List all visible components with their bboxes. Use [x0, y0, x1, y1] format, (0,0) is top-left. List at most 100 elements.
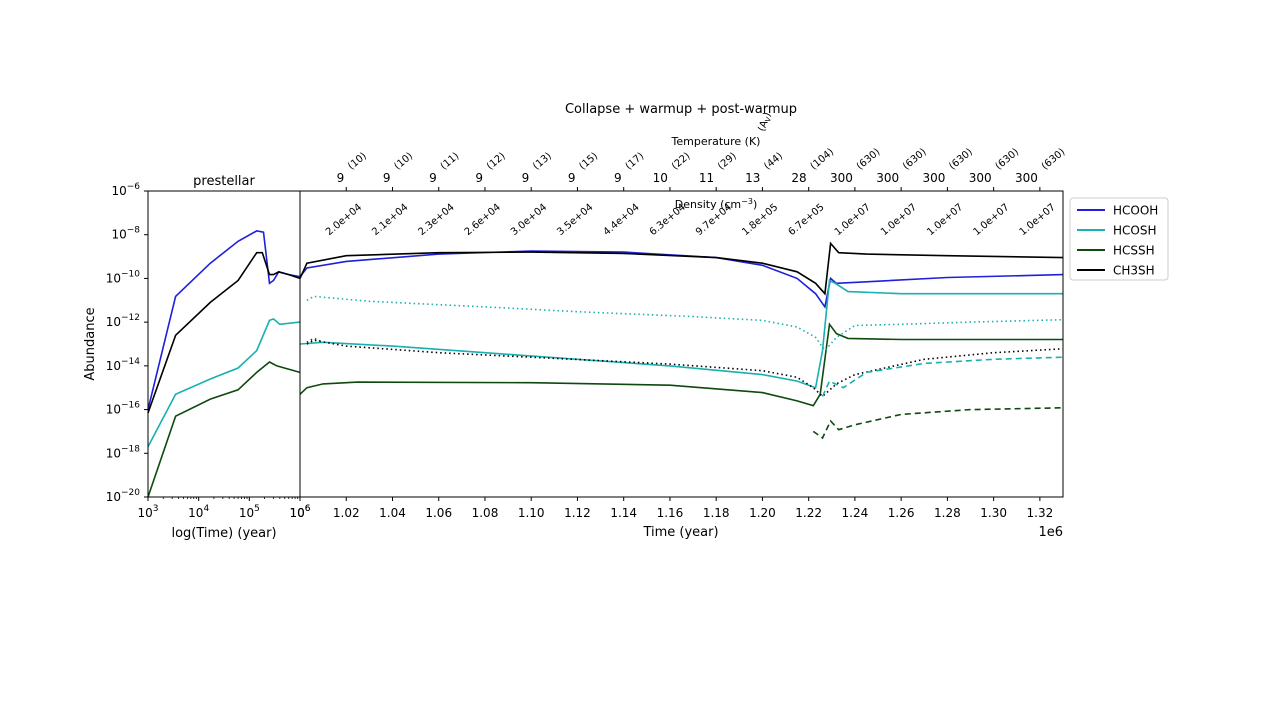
time-x-tick-label: 1.16: [657, 506, 684, 520]
time-x-axis-ticks: 106 1.02 1.04 1.06 1.08 1.10 1.12 1.14 1.16 1.18 1…: [289, 497, 1053, 520]
x-offset-label: 1e6: [1038, 525, 1063, 540]
temperature-tick-label: 13: [745, 171, 760, 185]
time-x-tick-label: 1.04: [379, 506, 406, 520]
time-x-axis-label: Time (year): [642, 525, 718, 540]
legend-label-hcooh: HCOOH: [1113, 204, 1158, 218]
collapse-hcssh-solid-line: [299, 322, 1063, 407]
collapse-hcssh-dotted-line: [306, 337, 324, 344]
av-tick-label: (630): [901, 147, 929, 173]
legend-label-hcssh: HCSSH: [1113, 244, 1155, 258]
prestellar-plot-frame: [147, 190, 301, 498]
temperature-tick-label: 9: [475, 171, 483, 185]
time-x-tick-label: 1.14: [610, 506, 637, 520]
prestellar-hcooh-solid-line: [147, 230, 301, 410]
density-tick-label: 2.0e+04: [324, 202, 364, 238]
density-tick-label: 2.3e+04: [417, 202, 457, 238]
av-tick-label: (630): [947, 147, 975, 173]
temperature-axis-label: Temperature (K): [671, 135, 761, 148]
temperature-tick-label: 9: [383, 171, 391, 185]
av-tick-label: (22): [670, 151, 693, 173]
av-tick-label: (11): [439, 151, 462, 173]
prestellar-hcssh-solid-line: [147, 361, 301, 498]
time-x-tick-label: 1.10: [518, 506, 545, 520]
temperature-tick-label: 300: [922, 171, 945, 185]
collapse-ch3sh-solid-line: [299, 241, 1064, 296]
time-x-tick-label: 1.30: [980, 506, 1007, 520]
prestellar-x-tick-label: 106: [289, 504, 310, 520]
time-x-tick-label: 1.32: [1027, 506, 1054, 520]
temperature-tick-label: 9: [429, 171, 437, 185]
legend-label-ch3sh: CH3SH: [1113, 264, 1155, 278]
collapse-plot-frame: [299, 190, 1064, 498]
temperature-tick-label: 300: [830, 171, 853, 185]
prestellar-title: prestellar: [193, 174, 255, 189]
time-x-tick-label: 1.28: [934, 506, 961, 520]
density-tick-label: 2.1e+04: [370, 202, 410, 238]
time-x-tick-label: 1.22: [795, 506, 822, 520]
density-tick-label: 4.4e+04: [601, 202, 641, 238]
y-axis-ticks: 10−6 10−8 10−10 10−12 10−14 10−16 10−18 10−20: [106, 182, 148, 504]
temperature-tick-label: 9: [337, 171, 345, 185]
density-tick-label: 1.0e+07: [879, 202, 919, 238]
prestellar-x-tick-label: 104: [188, 504, 209, 520]
prestellar-x-tick-label: 103: [137, 504, 158, 520]
av-tick-label: (12): [485, 151, 508, 173]
collapse-hcosh-dotted-line: [306, 295, 1064, 352]
av-tick-label: (104): [809, 147, 837, 173]
temperature-tick-label: 28: [791, 171, 806, 185]
prestellar-panel: prestellar 10−610−810−1010−1210−1410−161…: [83, 174, 311, 541]
prestellar-x-axis-label: log(Time) (year): [171, 526, 276, 541]
prestellar-hcosh-solid-line: [147, 317, 301, 448]
time-x-tick-label: 1.08: [472, 506, 499, 520]
temperature-tick-label: 9: [568, 171, 576, 185]
temperature-tick-label: 300: [1015, 171, 1038, 185]
av-tick-label: (13): [531, 151, 554, 173]
density-tick-label: 1.0e+07: [1018, 202, 1058, 238]
legend-box: [1069, 197, 1169, 281]
av-tick-label: (630): [993, 147, 1021, 173]
time-x-tick-label: 1.02: [333, 506, 360, 520]
time-x-tick-label: 1.18: [703, 506, 730, 520]
av-tick-label: (15): [577, 151, 600, 173]
density-tick-label: 2.6e+04: [463, 202, 503, 238]
collapse-hcosh-dashed-line: [821, 356, 1064, 397]
av-tick-label: (10): [346, 151, 369, 173]
temperature-tick-label: 300: [969, 171, 992, 185]
collapse-plot-lines: [299, 241, 1064, 440]
y-tick-label: 10−6: [111, 182, 140, 198]
density-tick-label: 1.0e+07: [833, 202, 873, 238]
av-tick-label: (630): [855, 147, 883, 173]
density-tick-label: 3.0e+04: [509, 202, 549, 238]
temperature-tick-label: 300: [876, 171, 899, 185]
collapse-hcssh-dashed-line: [812, 407, 1064, 440]
time-x-tick-label: 1.06: [425, 506, 452, 520]
y-tick-label: 10−18: [106, 444, 141, 460]
av-tick-label: (29): [716, 151, 739, 173]
temperature-tick-label: 9: [522, 171, 530, 185]
legend: HCOOH HCOSH HCSSH CH3SH: [1069, 197, 1169, 281]
collapse-hcooh-solid-line: [299, 250, 1064, 309]
time-x-tick-label: 1.12: [564, 506, 591, 520]
temperature-tick-label: 9: [614, 171, 622, 185]
top-axis-ticks: 9(10)2.0e+049(10)2.1e+049(11)2.3e+049(12…: [324, 147, 1067, 239]
prestellar-ch3sh-solid-line: [147, 251, 301, 414]
prestellar-plot-lines: [147, 230, 301, 498]
figure-title: Collapse + warmup + post-warmup: [565, 102, 797, 117]
y-tick-label: 10−14: [106, 357, 141, 373]
temperature-tick-label: 11: [699, 171, 714, 185]
y-tick-label: 10−12: [106, 313, 140, 329]
time-x-tick-label: 1.24: [842, 506, 869, 520]
density-axis-label: Density (cm−3): [675, 197, 757, 211]
time-x-tick-label: 1.20: [749, 506, 776, 520]
density-tick-label: 1.8e+05: [740, 202, 780, 238]
density-tick-label: 6.7e+05: [786, 202, 826, 238]
collapse-hcosh-solid-line: [299, 279, 1063, 389]
density-tick-label: 1.0e+07: [971, 202, 1011, 238]
y-tick-label: 10−20: [106, 488, 141, 504]
av-tick-label: (10): [392, 151, 415, 173]
av-tick-label: (630): [1040, 147, 1068, 173]
y-tick-label: 10−16: [106, 401, 141, 417]
collapse-panel: 106 1.02 1.04 1.06 1.08 1.10 1.12 1.14 1.16 1.18 1…: [289, 111, 1067, 540]
y-tick-label: 10−8: [111, 226, 140, 242]
